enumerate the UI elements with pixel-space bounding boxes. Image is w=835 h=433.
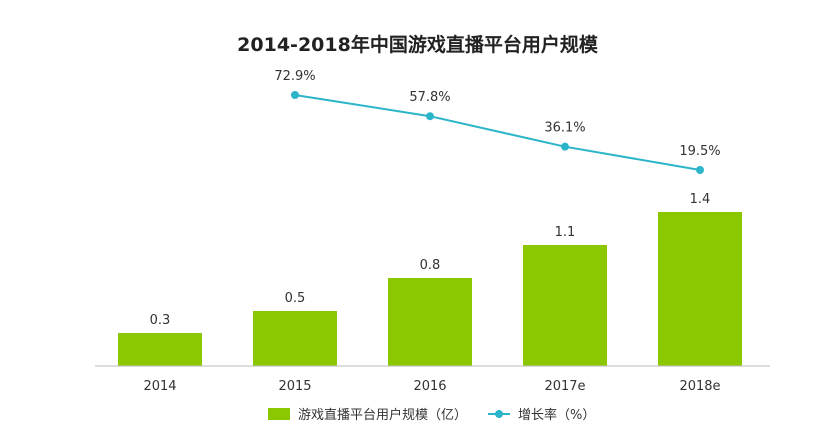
legend-line-swatch <box>488 408 510 420</box>
growth-point-2017e <box>561 142 569 151</box>
x-tick-label: 2018e <box>679 379 720 394</box>
x-tick-label: 2017e <box>544 379 585 394</box>
legend-item-growth: 增长率（%） <box>488 404 595 423</box>
growth-line-series: 72.9% 57.8% 36.1% 19.5% <box>274 69 721 174</box>
growth-value-label: 19.5% <box>679 144 720 159</box>
legend-bar-swatch <box>268 407 290 420</box>
growth-point-2015 <box>291 91 299 99</box>
bar-value-label: 0.3 <box>150 313 171 328</box>
growth-point-2016 <box>426 112 434 121</box>
x-tick-label: 2016 <box>413 379 446 394</box>
growth-value-label: 72.9% <box>274 69 315 84</box>
x-tick-label: 2015 <box>278 379 311 394</box>
bar-2017e <box>523 245 607 366</box>
x-tick-labels: 2014 2015 2016 2017e 2018e <box>143 379 720 394</box>
bar-value-label: 1.4 <box>690 192 711 207</box>
bar-2016 <box>388 278 472 366</box>
legend-label-users: 游戏直播平台用户规模（亿） <box>298 408 468 423</box>
bar-value-label: 1.1 <box>555 225 576 240</box>
growth-value-label: 57.8% <box>409 90 450 105</box>
bar-value-labels: 0.3 0.5 0.8 1.1 1.4 <box>150 192 711 328</box>
chart-title: 2014-2018年中国游戏直播平台用户规模 <box>237 34 598 56</box>
bar-2018e <box>658 212 742 366</box>
legend: 游戏直播平台用户规模（亿） 增长率（%） <box>0 402 835 426</box>
bar-2015 <box>253 311 337 366</box>
growth-point-2018e <box>696 166 704 174</box>
legend-item-users: 游戏直播平台用户规模（亿） <box>268 404 467 423</box>
bar-value-label: 0.5 <box>285 291 306 306</box>
bar-value-label: 0.8 <box>420 258 441 273</box>
x-tick-label: 2014 <box>143 379 176 394</box>
growth-value-label: 36.1% <box>544 121 585 136</box>
bar-series <box>118 212 742 366</box>
combo-chart: 0.3 0.5 0.8 1.1 1.4 2014 2015 2016 2017e 2018e 7… <box>95 69 770 394</box>
legend-label-growth: 增长率（%） <box>518 408 596 423</box>
bar-2014 <box>118 333 202 366</box>
growth-line <box>294 94 701 171</box>
